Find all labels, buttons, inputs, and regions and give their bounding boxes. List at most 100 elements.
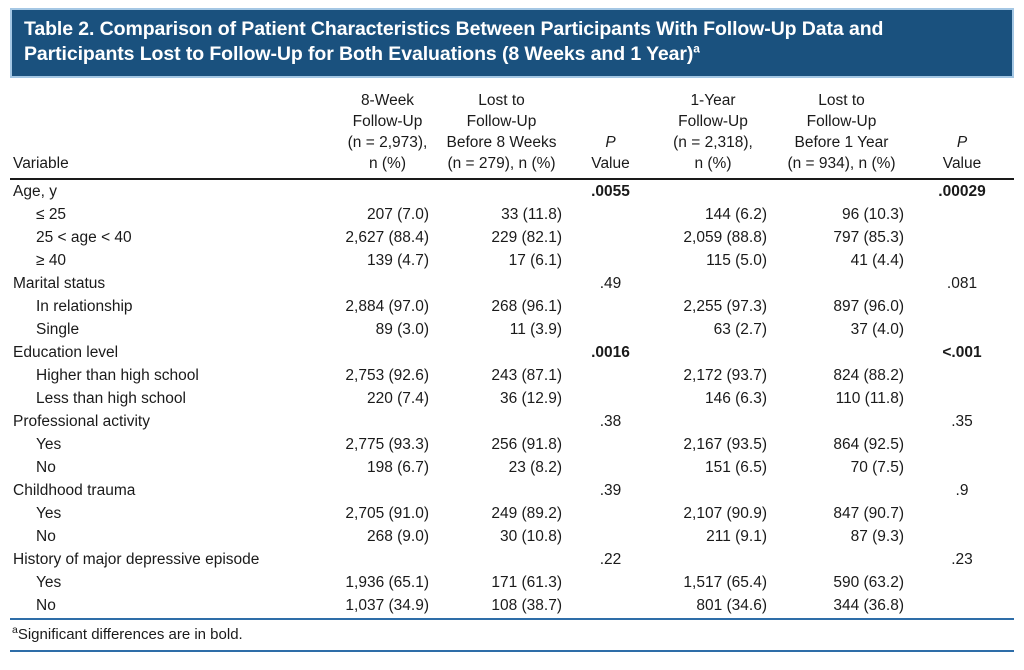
cell-pvalue-1year: [910, 594, 1014, 617]
cell-8week-followup: 2,884 (97.0): [345, 298, 429, 315]
table-row: 25 < age < 40 2,627 (88.4) 229 (82.1) 2,…: [10, 226, 1014, 249]
table-title: Table 2. Comparison of Patient Character…: [24, 17, 964, 67]
cell-pvalue-1year: .00029: [938, 183, 986, 200]
cell-lost-before-8weeks: [435, 548, 568, 571]
cell-8week-followup: [340, 410, 435, 433]
table-row: Childhood trauma .39 .9: [10, 479, 1014, 502]
footnote-text: Significant differences are in bold.: [17, 626, 243, 643]
cell-1year-followup: [653, 479, 773, 502]
cell-pvalue-8week: [568, 387, 653, 410]
table-row: Professional activity .38 .35: [10, 410, 1014, 433]
cell-1year-followup: 63 (2.7): [713, 321, 767, 338]
row-label: Higher than high school: [36, 367, 199, 384]
cell-lost-before-8weeks: [435, 479, 568, 502]
cell-lost-before-8weeks: 36 (12.9): [499, 390, 562, 407]
cell-1year-followup: [653, 341, 773, 364]
cell-pvalue-1year: [910, 364, 1014, 387]
cell-lost-before-8weeks: [435, 410, 568, 433]
table-row: Age, y .0055 .00029: [10, 179, 1014, 203]
cell-lost-before-1year: 797 (85.3): [833, 229, 904, 246]
column-header-variable: Variable: [10, 90, 340, 180]
table-title-superscript: a: [693, 41, 700, 56]
cell-pvalue-8week: [568, 203, 653, 226]
column-header-8week-followup: 8-Week Follow-Up (n = 2,973), n (%): [340, 90, 435, 180]
cell-lost-before-8weeks: 11 (3.9): [509, 321, 562, 338]
cell-pvalue-8week: [568, 433, 653, 456]
table-header: Variable 8-Week Follow-Up (n = 2,973), n…: [10, 90, 1014, 180]
cell-pvalue-8week: [568, 226, 653, 249]
cell-lost-before-8weeks: 17 (6.1): [508, 252, 562, 269]
cell-lost-before-1year: 344 (36.8): [833, 597, 904, 614]
footnote-superscript: a: [12, 624, 18, 636]
column-header-lost-before-1year: Lost to Follow-Up Before 1 Year (n = 934…: [773, 90, 910, 180]
cell-pvalue-1year: <.001: [942, 344, 982, 361]
cell-8week-followup: 220 (7.4): [366, 390, 429, 407]
cell-1year-followup: 115 (5.0): [706, 252, 767, 269]
cell-1year-followup: 151 (6.5): [704, 459, 767, 476]
column-header-pvalue-8week: P Value: [568, 90, 653, 180]
p-label: P: [605, 134, 616, 151]
cell-8week-followup: 2,775 (93.3): [345, 436, 429, 453]
cell-pvalue-1year: [910, 387, 1014, 410]
table-row: Yes 1,936 (65.1) 171 (61.3) 1,517 (65.4)…: [10, 571, 1014, 594]
table-body: Age, y .0055 .00029 ≤ 25 207 (7.0) 33 (1…: [10, 179, 1014, 617]
column-header-lost-before-8weeks: Lost to Follow-Up Before 8 Weeks (n = 27…: [435, 90, 568, 180]
cell-pvalue-1year: [910, 456, 1014, 479]
cell-pvalue-8week: [568, 318, 653, 341]
cell-pvalue-1year: .081: [946, 275, 978, 292]
cell-lost-before-1year: 590 (63.2): [833, 574, 904, 591]
cell-pvalue-1year: [910, 525, 1014, 548]
p-label: P: [956, 134, 968, 151]
cell-pvalue-8week: [568, 571, 653, 594]
table-row: Yes 2,775 (93.3) 256 (91.8) 2,167 (93.5)…: [10, 433, 1014, 456]
cell-1year-followup: 2,172 (93.7): [683, 367, 767, 384]
cell-8week-followup: 2,753 (92.6): [345, 367, 429, 384]
cell-8week-followup: [340, 479, 435, 502]
cell-pvalue-8week: .0016: [591, 344, 630, 361]
cell-lost-before-1year: 824 (88.2): [833, 367, 904, 384]
cell-pvalue-1year: [910, 203, 1014, 226]
row-label: Marital status: [13, 275, 106, 292]
cell-lost-before-8weeks: 108 (38.7): [491, 597, 562, 614]
cell-1year-followup: 801 (34.6): [696, 597, 767, 614]
cell-1year-followup: 2,167 (93.5): [683, 436, 767, 453]
cell-1year-followup: 2,255 (97.3): [683, 298, 767, 315]
row-label: Education level: [13, 344, 119, 361]
cell-pvalue-1year: [910, 318, 1014, 341]
cell-lost-before-1year: 897 (96.0): [833, 298, 904, 315]
cell-lost-before-1year: 110 (11.8): [835, 390, 904, 407]
row-label: Single: [36, 321, 80, 338]
table-row: No 268 (9.0) 30 (10.8) 211 (9.1) 87 (9.3…: [10, 525, 1014, 548]
cell-1year-followup: 144 (6.2): [704, 206, 767, 223]
column-header-1year-followup: 1-Year Follow-Up (n = 2,318), n (%): [653, 90, 773, 180]
value-label: Value: [591, 155, 630, 172]
cell-lost-before-1year: [773, 272, 910, 295]
row-label: No: [36, 459, 56, 476]
cell-pvalue-1year: [910, 226, 1014, 249]
cell-pvalue-1year: [910, 433, 1014, 456]
cell-pvalue-8week: [568, 249, 653, 272]
cell-8week-followup: 2,705 (91.0): [345, 505, 429, 522]
cell-lost-before-8weeks: [435, 272, 568, 295]
cell-lost-before-8weeks: [435, 341, 568, 364]
row-label: Yes: [36, 436, 62, 453]
cell-pvalue-1year: .9: [955, 482, 969, 499]
cell-lost-before-1year: [773, 410, 910, 433]
cell-8week-followup: [340, 548, 435, 571]
table-row: No 1,037 (34.9) 108 (38.7) 801 (34.6) 34…: [10, 594, 1014, 617]
cell-lost-before-1year: 41 (4.4): [850, 252, 904, 269]
table-bottom-rule: [10, 650, 1014, 652]
cell-8week-followup: 1,037 (34.9): [345, 597, 429, 614]
table-row: Single 89 (3.0) 11 (3.9) 63 (2.7) 37 (4.…: [10, 318, 1014, 341]
row-label: History of major depressive episode: [13, 551, 260, 568]
cell-lost-before-1year: 847 (90.7): [833, 505, 904, 522]
table-row: Marital status .49 .081: [10, 272, 1014, 295]
cell-lost-before-8weeks: 229 (82.1): [491, 229, 562, 246]
cell-pvalue-8week: .22: [599, 551, 622, 568]
table-row: No 198 (6.7) 23 (8.2) 151 (6.5) 70 (7.5): [10, 456, 1014, 479]
cell-8week-followup: 139 (4.7): [366, 252, 429, 269]
cell-8week-followup: 198 (6.7): [366, 459, 429, 476]
table-row: ≥ 40 139 (4.7) 17 (6.1) 115 (5.0) 41 (4.…: [10, 249, 1014, 272]
cell-lost-before-1year: 96 (10.3): [841, 206, 904, 223]
table-row: History of major depressive episode .22 …: [10, 548, 1014, 571]
